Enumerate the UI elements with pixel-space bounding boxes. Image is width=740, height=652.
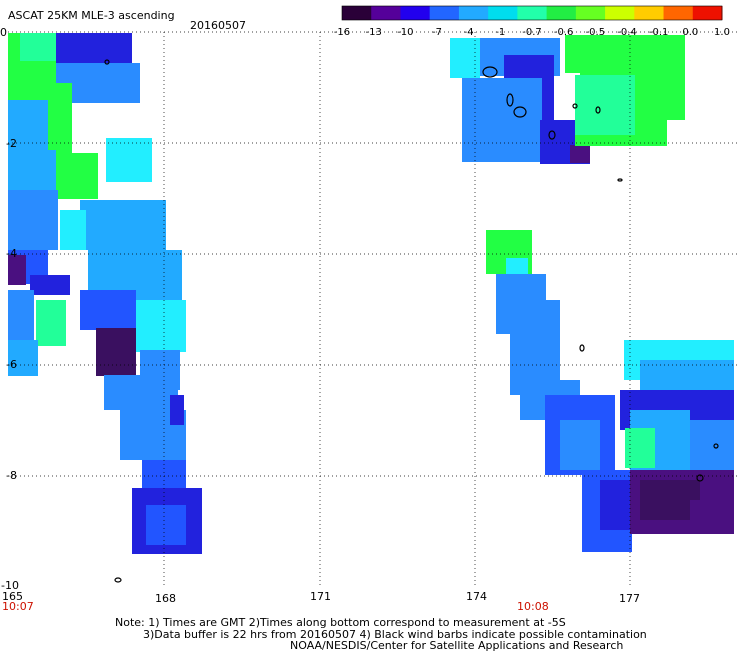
swath-cell bbox=[96, 328, 136, 376]
colorbar-tick-label: 1.0 bbox=[714, 27, 730, 38]
colorbar-tick-label: 0.0 bbox=[682, 27, 698, 38]
colorbar-swatch bbox=[663, 6, 694, 20]
lat-label-minus8: -8 bbox=[6, 469, 17, 482]
island-outline bbox=[713, 443, 719, 449]
colorbar-tick-label: -0.4 bbox=[617, 27, 637, 38]
swath-cell bbox=[36, 300, 66, 346]
swath-cell bbox=[8, 150, 56, 190]
colorbar-swatch bbox=[342, 6, 372, 20]
lon-label-177: 177 bbox=[619, 592, 640, 605]
swath-cell bbox=[690, 500, 734, 534]
swath-cell bbox=[56, 33, 132, 63]
colorbar-swatch bbox=[605, 6, 635, 20]
colorbar-tick-label: -13 bbox=[365, 27, 381, 38]
island-outline bbox=[548, 130, 556, 140]
swath-cell bbox=[625, 428, 655, 468]
swath-cell bbox=[575, 75, 635, 135]
island-outline bbox=[572, 103, 578, 109]
lon-label-165: 165 bbox=[2, 590, 23, 603]
island-outline bbox=[579, 344, 585, 352]
lat-label-minus6: -6 bbox=[6, 358, 17, 371]
time-label-left: 10:07 bbox=[2, 600, 34, 613]
data-map bbox=[8, 31, 740, 588]
colorbar-tick-label: -0.7 bbox=[522, 27, 542, 38]
swath-cell bbox=[450, 38, 480, 78]
island-outline bbox=[482, 66, 498, 78]
swath-cell bbox=[690, 420, 734, 470]
swath-cell bbox=[56, 153, 98, 199]
swath-cell bbox=[80, 290, 136, 330]
swath-cell bbox=[560, 420, 600, 470]
swath-cell bbox=[462, 78, 542, 162]
colorbar-swatch bbox=[371, 6, 401, 20]
time-label-right: 10:08 bbox=[517, 600, 549, 613]
colorbar-swatch bbox=[634, 6, 665, 20]
colorbar-swatch bbox=[692, 6, 723, 20]
lat-label-minus2: -2 bbox=[6, 137, 17, 150]
colorbar-swatch bbox=[458, 6, 489, 20]
colorbar-tick-label: -4 bbox=[464, 27, 474, 38]
colorbar-frame bbox=[341, 5, 723, 21]
swath-cell bbox=[80, 200, 166, 250]
colorbar-tick-label: -16 bbox=[334, 27, 350, 38]
swath-cell bbox=[8, 255, 26, 285]
map-date: 20160507 bbox=[190, 19, 246, 32]
colorbar-tick-label: -7 bbox=[432, 27, 442, 38]
swath-cell bbox=[146, 505, 186, 545]
swath-cell bbox=[30, 275, 70, 295]
swath-cell bbox=[106, 138, 152, 182]
island-outline bbox=[696, 474, 704, 482]
lon-label-174: 174 bbox=[466, 590, 487, 603]
island-outline bbox=[617, 178, 623, 182]
swath-cell bbox=[104, 375, 178, 410]
island-outline bbox=[595, 106, 601, 114]
swath-cell bbox=[510, 300, 560, 395]
island-outlines bbox=[104, 59, 719, 583]
swath-cell bbox=[170, 395, 184, 425]
colorbar-tick-label: -0.6 bbox=[554, 27, 574, 38]
swath-cell bbox=[8, 100, 48, 150]
swath-cell bbox=[8, 340, 38, 376]
swath-cell bbox=[600, 480, 630, 530]
map-title: ASCAT 25KM MLE-3 ascending bbox=[8, 9, 175, 22]
island-outline bbox=[104, 59, 110, 65]
island-outline bbox=[513, 106, 527, 118]
lat-label-minus10: -10 bbox=[1, 579, 19, 592]
lon-label-171: 171 bbox=[310, 590, 331, 603]
colorbar-tick-label: -10 bbox=[397, 27, 413, 38]
scatterometer-swaths bbox=[8, 33, 734, 554]
colorbar-swatch bbox=[575, 6, 606, 20]
swath-cell bbox=[8, 190, 58, 250]
swath-cell bbox=[570, 145, 590, 163]
island-outline bbox=[114, 577, 122, 583]
island-outline bbox=[506, 93, 514, 107]
colorbar-swatch bbox=[400, 6, 431, 20]
lat-label-0: 0 bbox=[0, 26, 7, 39]
swath-cell bbox=[565, 35, 685, 73]
swath-cell bbox=[136, 300, 186, 352]
colorbar: -16 -13 -10 -7 -4 -1 -0.7 -0.6 -0.5 -0.4 -0.1 0.0 1.… bbox=[334, 5, 730, 38]
colorbar-tick-label: -1 bbox=[495, 27, 505, 38]
note-line-3: NOAA/NESDIS/Center for Satellite Applica… bbox=[290, 639, 624, 652]
colorbar-swatch bbox=[546, 6, 577, 20]
lat-label-minus4: -4 bbox=[6, 247, 17, 260]
lon-label-168: 168 bbox=[155, 592, 176, 605]
note-line-2: 3)Data buffer is 22 hrs from 20160507 4)… bbox=[143, 628, 647, 641]
swath-cell bbox=[60, 210, 86, 250]
colorbar-swatch bbox=[517, 6, 548, 20]
note-line-1: Note: 1) Times are GMT 2)Times along bot… bbox=[115, 616, 566, 629]
lat-lon-grid bbox=[8, 31, 740, 588]
colorbar-tick-label: -0.5 bbox=[586, 27, 606, 38]
swath-cell bbox=[506, 258, 528, 274]
colorbar-swatch bbox=[488, 6, 518, 20]
colorbar-swatch bbox=[429, 6, 460, 20]
colorbar-tick-label: -0.1 bbox=[649, 27, 669, 38]
swath-cell bbox=[20, 33, 60, 61]
